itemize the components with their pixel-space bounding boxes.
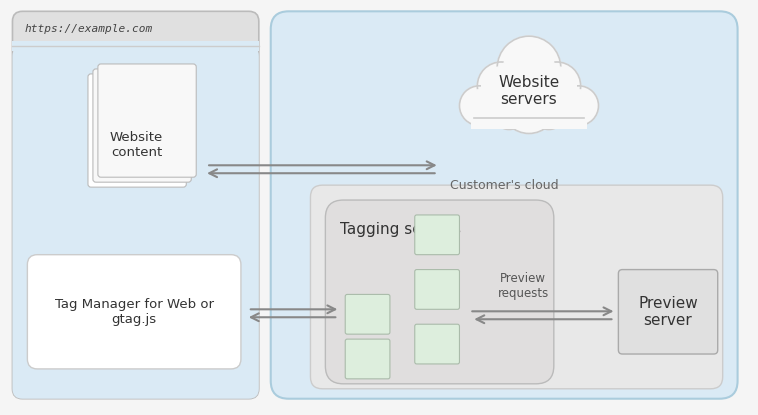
Circle shape [507,83,551,128]
Circle shape [496,101,522,126]
Circle shape [533,62,581,110]
FancyBboxPatch shape [311,185,722,389]
FancyBboxPatch shape [93,69,191,182]
Text: Preview
requests: Preview requests [497,273,549,300]
Circle shape [493,98,525,129]
FancyBboxPatch shape [415,324,459,364]
Text: Preview
server: Preview server [638,295,698,328]
FancyBboxPatch shape [88,74,186,187]
Text: Tag Manager for Web or
gtag.js: Tag Manager for Web or gtag.js [55,298,214,326]
FancyBboxPatch shape [345,339,390,379]
Text: https://example.com: https://example.com [24,24,152,34]
FancyBboxPatch shape [481,76,577,116]
Circle shape [459,86,500,126]
FancyBboxPatch shape [325,200,554,384]
Circle shape [533,98,565,129]
Circle shape [482,67,520,105]
FancyBboxPatch shape [345,294,390,334]
Circle shape [537,67,576,105]
FancyBboxPatch shape [415,270,459,309]
FancyBboxPatch shape [27,255,241,369]
FancyBboxPatch shape [619,270,718,354]
Circle shape [463,90,495,122]
FancyBboxPatch shape [271,11,738,399]
Circle shape [559,86,599,126]
FancyBboxPatch shape [475,101,584,122]
FancyBboxPatch shape [12,46,258,399]
FancyBboxPatch shape [471,114,587,129]
FancyBboxPatch shape [98,64,196,177]
Text: Website
servers: Website servers [498,75,559,107]
Circle shape [497,36,561,100]
Text: Customer's cloud: Customer's cloud [449,178,559,192]
Text: Tagging servers: Tagging servers [340,222,462,237]
Circle shape [478,62,525,110]
Circle shape [503,42,554,93]
FancyBboxPatch shape [12,41,258,51]
Circle shape [536,101,562,126]
FancyBboxPatch shape [415,215,459,255]
Circle shape [501,78,557,134]
FancyBboxPatch shape [12,11,258,399]
Circle shape [562,90,594,122]
Text: Website
content: Website content [110,132,163,159]
